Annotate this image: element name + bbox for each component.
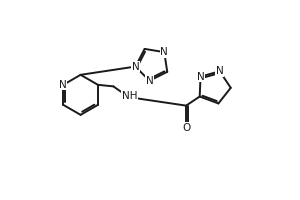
Text: N: N: [132, 62, 139, 72]
Text: NH: NH: [122, 91, 137, 101]
Text: N: N: [160, 47, 168, 57]
Text: O: O: [183, 123, 191, 133]
Text: N: N: [196, 72, 204, 82]
Text: N: N: [216, 66, 224, 76]
Text: N: N: [146, 76, 153, 86]
Text: N: N: [58, 80, 66, 90]
